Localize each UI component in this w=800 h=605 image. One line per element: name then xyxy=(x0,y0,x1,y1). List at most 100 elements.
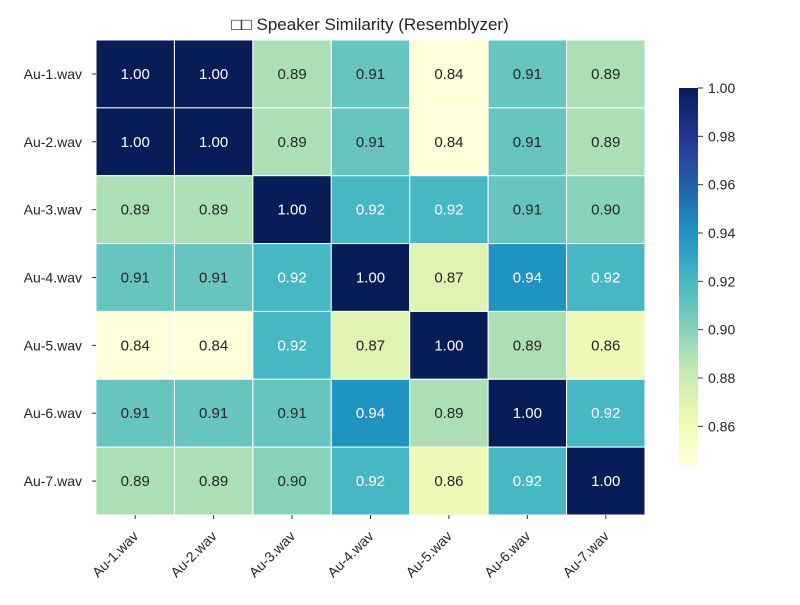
heatmap-cell xyxy=(252,378,332,448)
colorbar-tick-label: 0.90 xyxy=(708,322,735,338)
cell-annotation: 0.92 xyxy=(591,405,620,422)
cell-annotation: 0.94 xyxy=(356,405,385,422)
heatmap-cell xyxy=(95,378,175,448)
colorbar-tick-label: 0.92 xyxy=(708,273,735,289)
heatmap-cell xyxy=(252,39,332,109)
row-label: Au-4.wav xyxy=(24,270,82,286)
column-label: Au-3.wav xyxy=(246,528,299,581)
cell-annotation: 1.00 xyxy=(434,337,463,354)
cell-annotation: 0.89 xyxy=(121,473,150,490)
cell-annotation: 0.94 xyxy=(513,270,542,287)
row-label: Au-7.wav xyxy=(24,473,82,489)
cell-annotation: 0.89 xyxy=(199,473,228,490)
cell-annotation: 0.89 xyxy=(277,134,306,151)
heatmap-cell xyxy=(95,39,175,109)
cell-annotation: 0.89 xyxy=(277,66,306,83)
cell-annotation: 0.91 xyxy=(121,405,150,422)
heatmap-cell xyxy=(487,107,568,177)
heatmap-cell xyxy=(330,446,411,516)
cell-annotation: 0.92 xyxy=(356,202,385,219)
colorbar-tick-label: 0.96 xyxy=(708,177,735,193)
row-label: Au-5.wav xyxy=(24,337,82,353)
heatmap-cell xyxy=(173,378,254,448)
cell-annotation: 1.00 xyxy=(199,66,228,83)
heatmap-cell xyxy=(252,446,332,516)
row-label: Au-3.wav xyxy=(24,202,82,218)
cell-annotation: 0.89 xyxy=(199,202,228,219)
cell-annotation: 0.89 xyxy=(591,66,620,83)
cell-annotation: 0.92 xyxy=(356,473,385,490)
heatmap-cell xyxy=(566,107,646,177)
heatmap-cell xyxy=(487,175,568,245)
colorbar-tick-label: 0.98 xyxy=(708,128,735,144)
colorbar-tick-label: 0.88 xyxy=(708,370,735,386)
cell-annotation: 0.87 xyxy=(356,337,385,354)
cell-annotation: 0.91 xyxy=(277,405,306,422)
heatmap-cell xyxy=(95,446,175,516)
heatmap-cell xyxy=(330,175,411,245)
cell-annotation: 0.92 xyxy=(434,202,463,219)
heatmap-cell xyxy=(330,39,411,109)
heatmap-cell xyxy=(409,39,489,109)
colorbar-tick-label: 0.86 xyxy=(708,418,735,434)
cell-annotation: 0.86 xyxy=(591,337,620,354)
cell-annotation: 0.91 xyxy=(356,66,385,83)
heatmap-cell xyxy=(566,175,646,245)
heatmap-cell xyxy=(566,446,646,516)
cell-annotation: 0.86 xyxy=(434,473,463,490)
cell-annotation: 1.00 xyxy=(199,134,228,151)
cell-annotation: 1.00 xyxy=(277,202,306,219)
heatmap-cell xyxy=(173,243,254,312)
cell-annotation: 0.92 xyxy=(277,337,306,354)
heatmap-cell xyxy=(330,378,411,448)
cell-annotation: 1.00 xyxy=(591,473,620,490)
heatmap-cell xyxy=(409,378,489,448)
cell-annotation: 0.84 xyxy=(434,134,463,151)
chart-title: □□ Speaker Similarity (Resemblyzer) xyxy=(231,15,509,34)
heatmap-cell xyxy=(252,175,332,245)
cell-annotation: 0.92 xyxy=(591,270,620,287)
heatmap-cell xyxy=(95,310,175,380)
cell-annotation: 0.91 xyxy=(513,134,542,151)
cell-annotation: 0.89 xyxy=(434,405,463,422)
cell-annotation: 0.91 xyxy=(121,270,150,287)
heatmap-cell xyxy=(173,175,254,245)
cell-annotation: 0.84 xyxy=(199,337,228,354)
cell-annotation: 0.92 xyxy=(277,270,306,287)
cell-annotation: 0.89 xyxy=(121,202,150,219)
row-label: Au-6.wav xyxy=(24,405,82,421)
heatmap-cell xyxy=(409,175,489,245)
column-label: Au-5.wav xyxy=(402,528,455,581)
cell-annotation: 0.89 xyxy=(591,134,620,151)
column-label: Au-7.wav xyxy=(559,528,612,581)
heatmap-cell xyxy=(330,243,411,312)
cell-annotation: 0.84 xyxy=(121,337,150,354)
colorbar-tick-label: 1.00 xyxy=(708,80,735,96)
heatmap-cell xyxy=(409,446,489,516)
cell-annotation: 0.87 xyxy=(434,270,463,287)
column-label: Au-4.wav xyxy=(324,528,377,581)
heatmap-cell xyxy=(566,378,646,448)
cell-annotation: 1.00 xyxy=(356,270,385,287)
cell-annotation: 0.91 xyxy=(199,270,228,287)
heatmap-cell xyxy=(566,243,646,312)
heatmap-cell xyxy=(252,107,332,177)
row-label: Au-2.wav xyxy=(24,134,82,150)
cell-annotation: 0.90 xyxy=(591,202,620,219)
colorbar-tick-label: 0.94 xyxy=(708,225,735,241)
heatmap-cell xyxy=(95,243,175,312)
column-label: Au-6.wav xyxy=(481,528,534,581)
colorbar xyxy=(679,88,698,465)
cell-annotation: 0.90 xyxy=(277,473,306,490)
heatmap-cell xyxy=(173,39,254,109)
heatmap-cell xyxy=(409,107,489,177)
heatmap-cell xyxy=(566,310,646,380)
heatmap-cell xyxy=(487,446,568,516)
row-label: Au-1.wav xyxy=(24,66,82,82)
column-label: Au-2.wav xyxy=(167,528,220,581)
cell-annotation: 1.00 xyxy=(513,405,542,422)
cell-annotation: 0.92 xyxy=(513,473,542,490)
column-label: Au-1.wav xyxy=(89,528,142,581)
cell-annotation: 0.91 xyxy=(356,134,385,151)
